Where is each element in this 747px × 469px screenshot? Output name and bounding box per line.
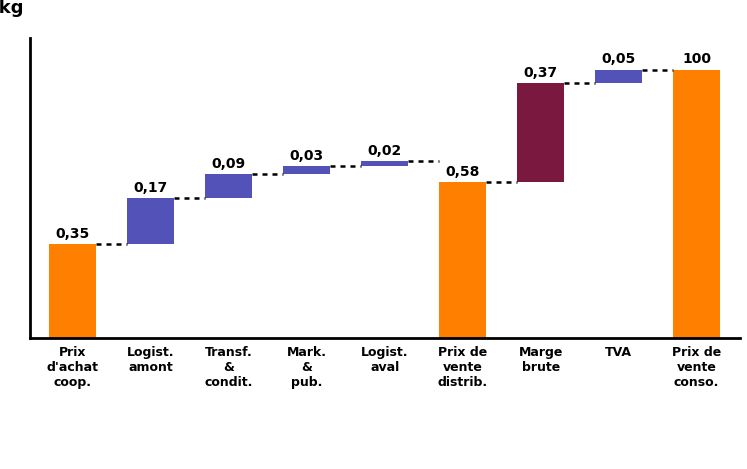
Bar [362,161,408,166]
Text: 0,37: 0,37 [524,66,558,80]
Text: 0,58: 0,58 [445,165,480,179]
Bar [127,198,174,244]
Bar [673,70,720,338]
Text: 0,17: 0,17 [134,181,168,195]
Bar [595,70,642,83]
Text: 0,09: 0,09 [211,157,246,171]
Bar [517,83,564,182]
Text: € kg: € kg [0,0,24,16]
Text: 0,05: 0,05 [601,53,636,67]
Bar [439,182,486,338]
Text: 0,02: 0,02 [368,144,402,158]
Text: 100: 100 [682,53,711,67]
Bar [205,174,252,198]
Text: 0,03: 0,03 [290,149,323,163]
Text: 0,35: 0,35 [55,227,90,241]
Bar [283,166,330,174]
Bar [49,244,96,338]
